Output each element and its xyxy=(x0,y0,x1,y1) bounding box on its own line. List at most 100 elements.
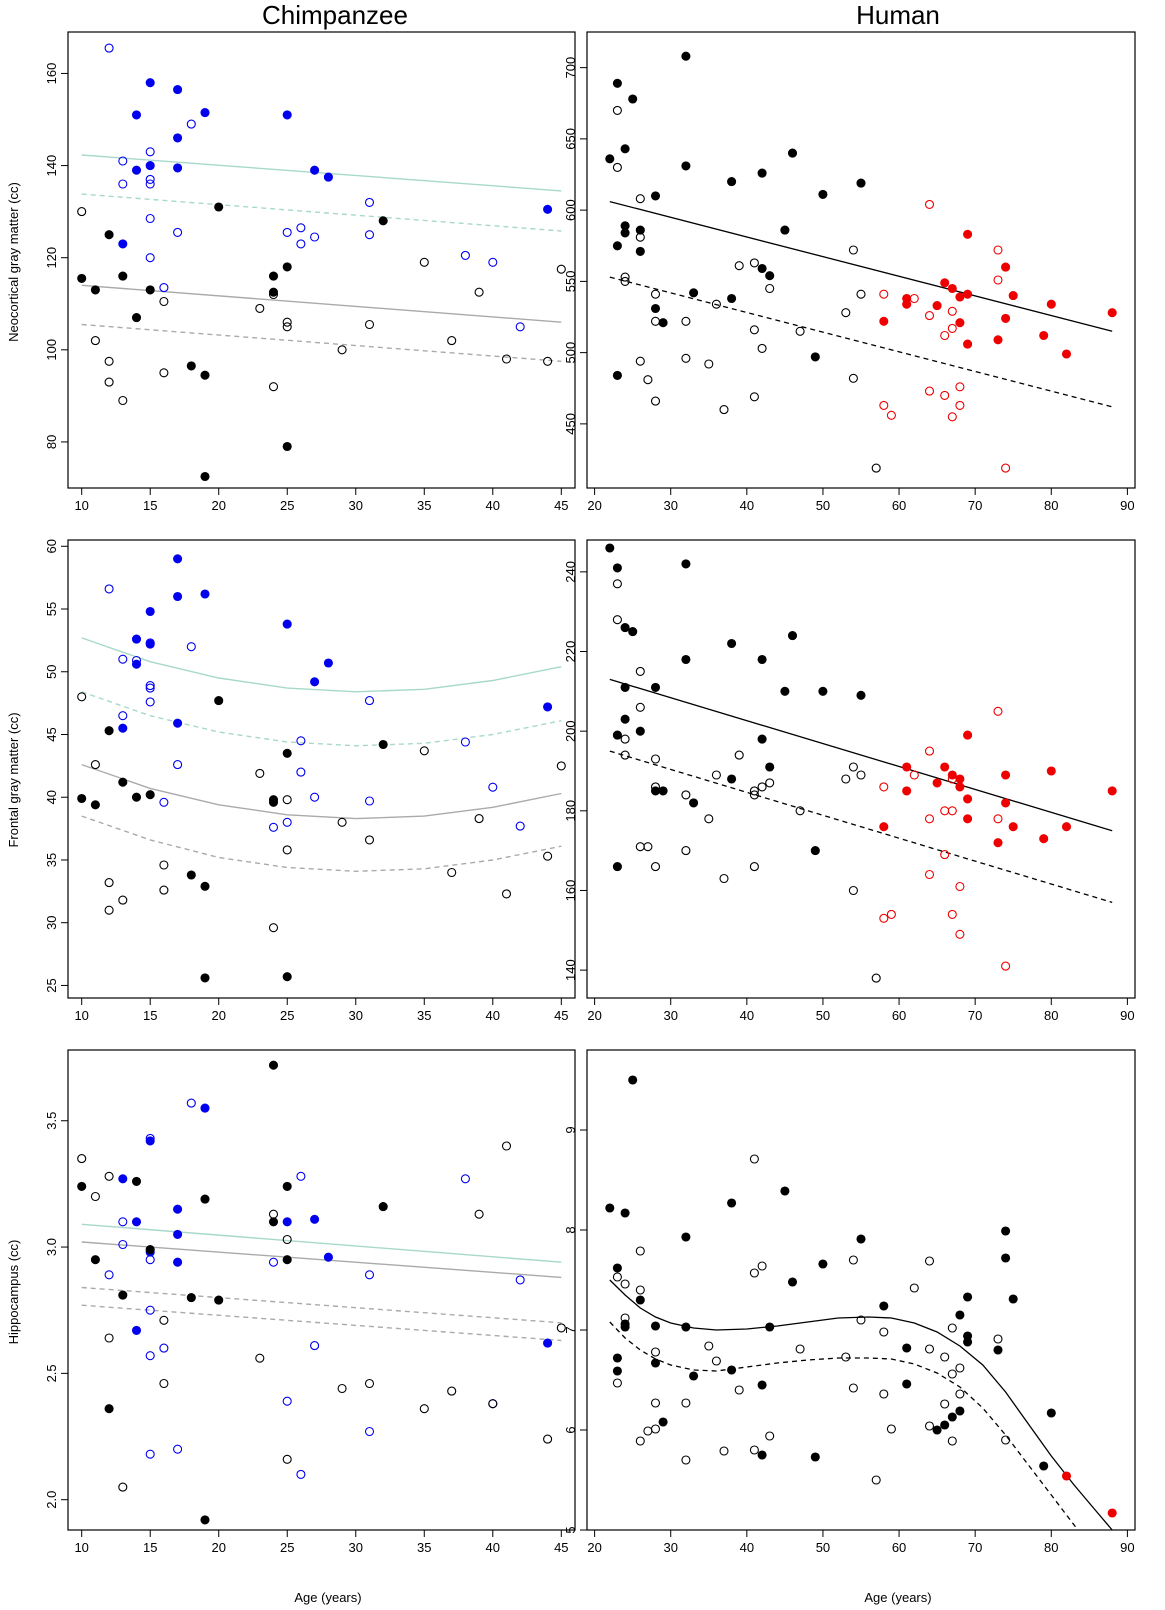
data-point xyxy=(77,273,87,283)
data-point xyxy=(104,377,114,387)
data-point xyxy=(963,339,973,349)
x-tick-label: 80 xyxy=(1044,498,1058,513)
x-tick-label: 30 xyxy=(663,1008,677,1023)
x-tick-label: 20 xyxy=(211,498,225,513)
data-point xyxy=(628,94,638,104)
data-point xyxy=(173,163,183,173)
x-tick-label: 20 xyxy=(211,1540,225,1555)
data-point xyxy=(635,232,645,242)
data-point xyxy=(650,1424,661,1434)
x-tick-label: 35 xyxy=(417,1008,431,1023)
data-point xyxy=(364,1426,375,1437)
data-point xyxy=(757,343,767,353)
data-point xyxy=(993,1345,1003,1355)
data-point xyxy=(131,1325,142,1335)
data-point xyxy=(131,634,142,644)
data-point xyxy=(749,1445,759,1455)
data-point xyxy=(947,806,957,816)
data-point xyxy=(1001,1253,1011,1263)
data-point xyxy=(963,229,973,239)
data-point xyxy=(848,885,858,896)
y-tick-label: 550 xyxy=(563,271,578,293)
data-point xyxy=(282,817,292,827)
data-point xyxy=(543,356,553,366)
data-point xyxy=(704,1341,714,1351)
data-point xyxy=(159,797,169,807)
data-point xyxy=(118,156,128,166)
data-point xyxy=(268,797,279,807)
data-point xyxy=(681,559,691,569)
y-tick-label: 9 xyxy=(563,1126,578,1133)
data-point xyxy=(419,1404,429,1414)
data-point xyxy=(787,631,798,641)
data-point xyxy=(924,1421,935,1431)
x-tick-label: 90 xyxy=(1120,498,1134,513)
data-point xyxy=(543,1434,553,1444)
x-tick-label: 90 xyxy=(1120,1008,1134,1023)
data-point xyxy=(186,1293,196,1303)
data-point xyxy=(612,78,622,88)
data-point xyxy=(879,782,889,792)
data-point xyxy=(780,1186,790,1196)
y-tick-label: 140 xyxy=(563,959,578,981)
x-tick-label: 30 xyxy=(349,498,363,513)
data-point xyxy=(841,774,851,784)
x-tick-label: 30 xyxy=(349,1008,363,1023)
x-tick-label: 25 xyxy=(280,498,294,513)
data-point xyxy=(145,697,155,707)
data-point xyxy=(612,1272,622,1282)
y-tick-label: 8 xyxy=(563,1226,578,1233)
x-tick-label: 15 xyxy=(143,1540,157,1555)
data-point xyxy=(795,326,805,336)
y-tick-label: 2.5 xyxy=(44,1364,59,1382)
data-point xyxy=(650,1398,661,1408)
data-point xyxy=(543,1338,553,1348)
data-point xyxy=(947,412,957,422)
data-point xyxy=(605,543,615,553)
panel-3: 10 15 20 25 30 35 40 45 25 30 35 40 45 50 55 60 xyxy=(44,539,576,1023)
data-point xyxy=(924,869,935,880)
data-point xyxy=(871,463,881,473)
data-point xyxy=(282,441,292,452)
data-point xyxy=(173,591,183,602)
data-point xyxy=(268,1209,279,1219)
data-point xyxy=(940,762,950,772)
data-point xyxy=(364,230,375,240)
data-point xyxy=(909,770,919,780)
data-point xyxy=(282,262,292,272)
x-tick-label: 30 xyxy=(663,1540,677,1555)
data-point xyxy=(635,666,645,676)
data-point xyxy=(543,204,553,214)
data-point xyxy=(296,767,306,777)
data-point xyxy=(963,814,973,824)
data-point xyxy=(1001,770,1011,780)
plot-frame xyxy=(67,31,576,489)
data-point xyxy=(200,973,210,983)
data-point xyxy=(856,289,866,299)
data-point xyxy=(947,1369,957,1379)
data-point xyxy=(681,1232,691,1242)
fit-line xyxy=(81,1304,562,1342)
data-point xyxy=(378,739,388,750)
data-point xyxy=(282,1396,292,1406)
data-point xyxy=(186,870,196,880)
data-point xyxy=(77,207,87,217)
data-point xyxy=(612,862,622,872)
data-point xyxy=(488,257,498,267)
data-point xyxy=(255,1353,265,1363)
data-point xyxy=(932,778,942,788)
data-point xyxy=(711,770,721,780)
data-point xyxy=(650,1321,661,1331)
data-point xyxy=(765,1431,775,1441)
data-point xyxy=(104,1333,114,1343)
data-point xyxy=(268,271,279,281)
data-point xyxy=(940,278,950,288)
data-point xyxy=(118,1239,128,1250)
data-point xyxy=(268,1257,279,1267)
data-point xyxy=(131,110,142,120)
data-point xyxy=(947,1436,957,1446)
data-point xyxy=(940,1352,950,1362)
data-point xyxy=(543,851,553,861)
data-point xyxy=(118,1217,128,1227)
data-point xyxy=(689,798,699,808)
